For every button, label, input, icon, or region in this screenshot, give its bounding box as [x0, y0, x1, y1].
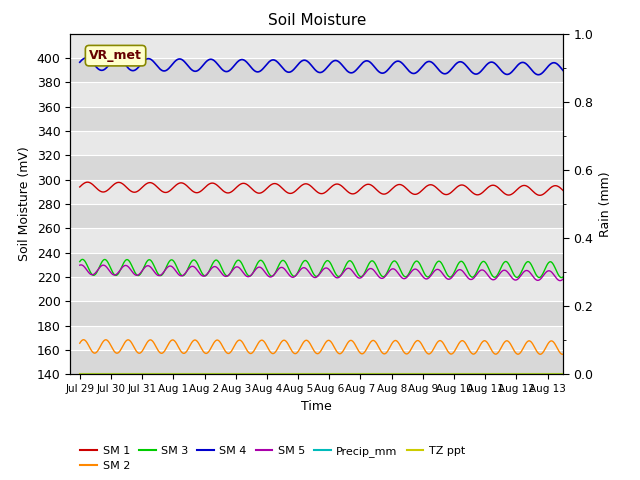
Bar: [70, 156, 563, 180]
Text: VR_met: VR_met: [89, 49, 142, 62]
Bar: [70, 107, 563, 131]
Bar: [70, 301, 563, 326]
Bar: [70, 204, 563, 228]
Bar: [70, 180, 563, 204]
Title: Soil Moisture: Soil Moisture: [268, 13, 366, 28]
Y-axis label: Soil Moisture (mV): Soil Moisture (mV): [19, 146, 31, 262]
Bar: [70, 326, 563, 350]
Bar: [70, 82, 563, 107]
Legend: SM 1, SM 2, SM 3, SM 4, SM 5, Precip_mm, TZ ppt: SM 1, SM 2, SM 3, SM 4, SM 5, Precip_mm,…: [76, 441, 470, 476]
Bar: [70, 58, 563, 82]
Bar: [70, 131, 563, 156]
Bar: [70, 277, 563, 301]
X-axis label: Time: Time: [301, 400, 332, 413]
Bar: [70, 252, 563, 277]
Bar: [70, 350, 563, 374]
Bar: [70, 228, 563, 252]
Y-axis label: Rain (mm): Rain (mm): [599, 171, 612, 237]
